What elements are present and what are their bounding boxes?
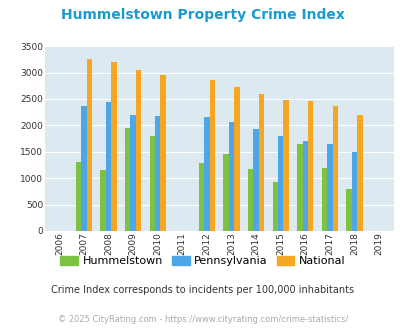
Bar: [209, 80, 215, 231]
Bar: [223, 154, 228, 231]
Bar: [277, 136, 283, 231]
Text: Hummelstown Property Crime Index: Hummelstown Property Crime Index: [61, 8, 344, 22]
Text: Crime Index corresponds to incidents per 100,000 inhabitants: Crime Index corresponds to incidents per…: [51, 285, 354, 295]
Bar: [125, 128, 130, 231]
Bar: [258, 94, 264, 231]
Bar: [272, 182, 277, 231]
Bar: [130, 115, 136, 231]
Bar: [296, 144, 302, 231]
Bar: [351, 152, 356, 231]
Bar: [253, 129, 258, 231]
Bar: [87, 59, 92, 231]
Bar: [283, 100, 288, 231]
Bar: [76, 162, 81, 231]
Bar: [321, 168, 326, 231]
Bar: [160, 75, 166, 231]
Bar: [136, 71, 141, 231]
Legend: Hummelstown, Pennsylvania, National: Hummelstown, Pennsylvania, National: [56, 251, 349, 271]
Bar: [81, 106, 87, 231]
Bar: [307, 101, 313, 231]
Bar: [100, 170, 106, 231]
Bar: [149, 136, 155, 231]
Bar: [198, 163, 204, 231]
Bar: [345, 189, 351, 231]
Bar: [228, 122, 234, 231]
Bar: [356, 115, 362, 231]
Bar: [106, 102, 111, 231]
Bar: [111, 62, 116, 231]
Bar: [204, 117, 209, 231]
Bar: [155, 116, 160, 231]
Bar: [247, 169, 253, 231]
Bar: [234, 87, 239, 231]
Bar: [302, 141, 307, 231]
Bar: [332, 106, 337, 231]
Bar: [326, 145, 332, 231]
Text: © 2025 CityRating.com - https://www.cityrating.com/crime-statistics/: © 2025 CityRating.com - https://www.city…: [58, 315, 347, 324]
